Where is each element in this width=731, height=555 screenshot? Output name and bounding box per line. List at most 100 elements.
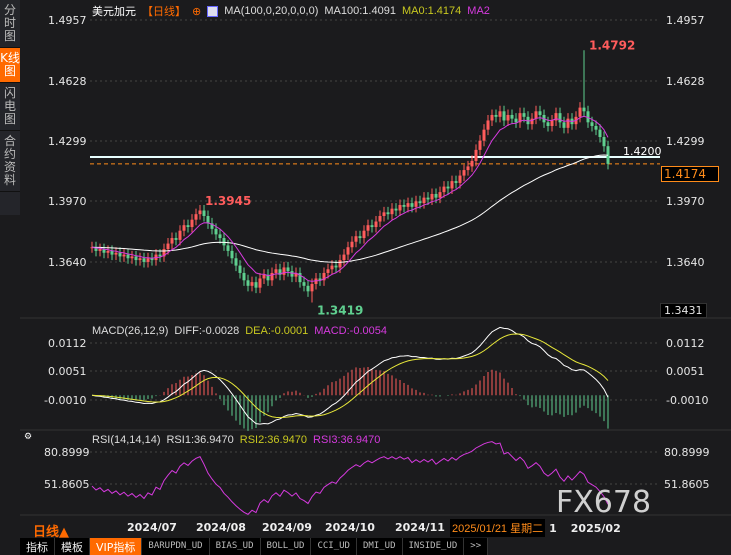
- candle-body: [306, 285, 310, 292]
- candle-body: [126, 254, 130, 259]
- date-tick: 2024/11: [395, 521, 445, 534]
- indicator-tabs: 指标 模板 VIP指标 BARUPDN_UD BIAS_UD BOLL_UD C…: [20, 538, 489, 555]
- candle-body: [106, 250, 110, 253]
- tab-template[interactable]: 模板: [55, 538, 90, 555]
- candle-body: [350, 241, 354, 248]
- candle-body: [466, 166, 470, 171]
- candle-body: [450, 181, 454, 189]
- candle-body: [390, 208, 394, 215]
- candle-body: [358, 236, 362, 239]
- current-price-box: 1.4174: [661, 166, 719, 182]
- price-tick-right: 1.4299: [666, 135, 705, 148]
- watermark: FX678: [556, 485, 652, 520]
- ma2-value: MA2: [467, 5, 490, 17]
- candle-body: [158, 254, 162, 257]
- tab-inside[interactable]: INSIDE_UD: [403, 538, 465, 555]
- tab-indicator[interactable]: 指标: [20, 538, 55, 555]
- crosshair-icon[interactable]: ⊕: [192, 5, 202, 18]
- ma-params: MA(100,0,20,0,0,0): [224, 5, 319, 17]
- sidebar-item-flash[interactable]: 闪电图: [0, 83, 20, 131]
- sidebar-item-kline[interactable]: K线图: [0, 48, 20, 83]
- date-tick: 2024/08: [196, 521, 246, 534]
- candle-body: [310, 283, 314, 292]
- candle-body: [138, 258, 142, 261]
- candle-body: [130, 256, 134, 259]
- candle-body: [538, 111, 542, 115]
- macd-header: MACD(26,12,9) DIFF:-0.0028 DEA:-0.0001 M…: [92, 325, 387, 337]
- settings-icon[interactable]: ⚙: [24, 432, 33, 442]
- macd-tick-left: 0.0051: [48, 365, 87, 378]
- macd-dea: DEA:-0.0001: [245, 325, 309, 337]
- candle-body: [186, 225, 190, 228]
- candle-body: [94, 247, 98, 251]
- symbol-title: 美元加元: [92, 6, 136, 18]
- tab-cci[interactable]: CCI_UD: [311, 538, 357, 555]
- level-line-label: 1.4200: [623, 145, 662, 158]
- candle-body: [346, 247, 350, 255]
- candle-body: [134, 256, 138, 261]
- macd-diff-line: [91, 326, 609, 425]
- rsi3-value: RSI3:36.9470: [313, 434, 381, 446]
- candle-body: [370, 225, 374, 228]
- candle-body: [470, 160, 474, 167]
- candle-body: [490, 114, 494, 121]
- candle-body: [122, 254, 126, 257]
- candle-body: [150, 258, 154, 261]
- tab-barupdn[interactable]: BARUPDN_UD: [142, 538, 210, 555]
- tab-boll[interactable]: BOLL_UD: [261, 538, 312, 555]
- candle-body: [566, 118, 570, 128]
- price-extreme-label: 1.3945: [205, 194, 251, 208]
- candle-body: [354, 236, 358, 242]
- candle-body: [502, 111, 506, 121]
- price-tick-right: 1.4957: [666, 14, 705, 27]
- candle-body: [590, 122, 594, 126]
- macd-value: MACD:-0.0054: [314, 325, 387, 337]
- candle-body: [174, 238, 178, 240]
- rsi-title: RSI(14,14,14): [92, 434, 161, 446]
- tab-vip-indicator[interactable]: VIP指标: [90, 538, 143, 555]
- candle-body: [394, 208, 398, 211]
- tab-bias[interactable]: BIAS_UD: [210, 538, 261, 555]
- candle-body: [234, 258, 238, 266]
- macd-title: MACD(26,12,9): [92, 325, 169, 337]
- candle-body: [302, 282, 306, 286]
- candle-body: [294, 272, 298, 277]
- candle-body: [382, 212, 386, 217]
- candle-body: [526, 116, 530, 125]
- tabs-more-button[interactable]: >>: [464, 538, 489, 555]
- macd-tick-right: 0.0112: [666, 337, 705, 350]
- price-tick-left: 1.3970: [48, 195, 87, 208]
- price-tick-left: 1.4299: [48, 135, 87, 148]
- price-tick-right: 1.3640: [666, 256, 705, 269]
- candle-body: [486, 120, 490, 130]
- candle-body: [434, 193, 438, 198]
- macd-tick-right: 0.0051: [666, 365, 705, 378]
- candle-body: [482, 129, 486, 141]
- date-tick: 2024/07: [127, 521, 177, 534]
- sidebar-item-contract[interactable]: 合约资料: [0, 131, 20, 192]
- candle-body: [166, 243, 170, 250]
- candle-body: [142, 258, 146, 262]
- candle-body: [406, 203, 410, 207]
- candle-body: [190, 219, 194, 228]
- rsi-header: RSI(14,14,14) RSI1:36.9470 RSI2:36.9470 …: [92, 434, 380, 446]
- candle-body: [374, 221, 378, 228]
- tab-dmi[interactable]: DMI_UD: [357, 538, 403, 555]
- indicator-chart-icon[interactable]: [207, 5, 219, 17]
- candle-body: [298, 272, 302, 283]
- candle-body: [266, 274, 270, 281]
- date-tick: 2025/02: [570, 521, 621, 535]
- period-selector[interactable]: 日线▲: [33, 525, 69, 540]
- candle-body: [362, 230, 366, 239]
- candle-body: [278, 269, 282, 275]
- candle-body: [462, 170, 466, 176]
- price-extreme-label: 1.4792: [589, 38, 635, 52]
- candle-body: [262, 274, 266, 279]
- sidebar-item-timeshare[interactable]: 分时图: [0, 0, 20, 48]
- price-tick-left: 1.4957: [48, 14, 87, 27]
- candle-body: [522, 113, 526, 117]
- price-tick-left: 1.4628: [48, 75, 87, 88]
- candle-body: [478, 140, 482, 150]
- candle-body: [238, 265, 242, 273]
